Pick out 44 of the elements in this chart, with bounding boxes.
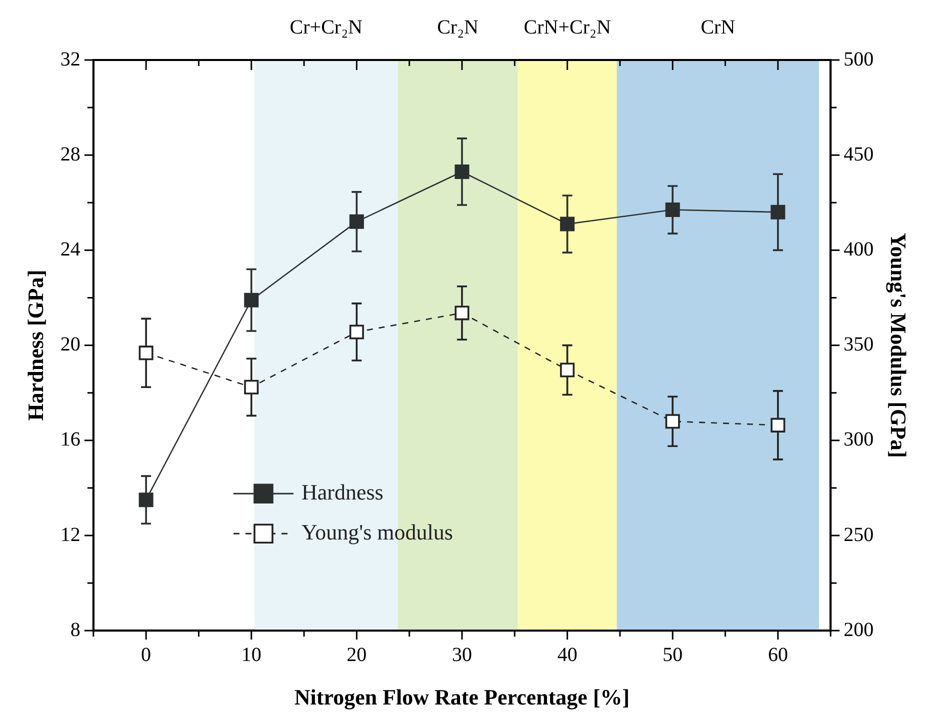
band-label: Cr₂N — [437, 16, 478, 38]
y2-tick-label: 500 — [844, 48, 874, 70]
y-axis-title: Hardness [GPa] — [22, 270, 48, 421]
y2-tick-label: 250 — [844, 524, 874, 546]
y2-tick-label: 400 — [844, 238, 874, 260]
y-tick-label: 28 — [60, 143, 80, 166]
y2-tick-label: 350 — [844, 334, 874, 356]
x-tick-label: 20 — [346, 644, 367, 666]
x-tick-label: 0 — [141, 644, 152, 666]
point — [665, 202, 680, 218]
point — [138, 346, 154, 360]
point — [454, 164, 470, 180]
x-tick-label: 60 — [768, 644, 788, 666]
point — [560, 362, 575, 378]
point — [349, 214, 364, 229]
legend-label: Hardness — [301, 479, 384, 504]
x-axis-title: Nitrogen Flow Rate Percentage [%] — [294, 684, 630, 710]
y2-tick-label: 200 — [844, 618, 874, 641]
point — [560, 216, 575, 232]
band-label: CrN+Cr₂N — [524, 16, 611, 38]
x-tick-label: 30 — [452, 644, 472, 666]
point — [244, 292, 259, 308]
point — [349, 324, 364, 340]
x-tick-label: 50 — [662, 644, 683, 666]
point — [665, 414, 680, 429]
band-label: Cr+Cr₂N — [290, 16, 362, 38]
point — [770, 418, 786, 432]
y-tick-label: 20 — [60, 334, 80, 356]
point — [770, 204, 786, 220]
point — [454, 306, 470, 320]
x-tick-label: 40 — [557, 644, 578, 666]
point — [138, 492, 154, 508]
point — [244, 380, 259, 394]
y-tick-label: 16 — [60, 428, 80, 451]
y-tick-label: 12 — [60, 524, 80, 546]
y-tick-label: 32 — [60, 48, 80, 70]
y2-tick-label: 450 — [844, 143, 874, 166]
y2-tick-label: 300 — [844, 428, 874, 451]
legend-label: Young's modulus — [301, 519, 453, 544]
y-tick-label: 8 — [70, 618, 80, 641]
x-tick-label: 10 — [241, 644, 262, 666]
band-label: CrN — [700, 16, 736, 38]
y2-axis-title: Young's Modulus [GPa] — [886, 232, 912, 458]
y-tick-label: 24 — [60, 238, 80, 260]
